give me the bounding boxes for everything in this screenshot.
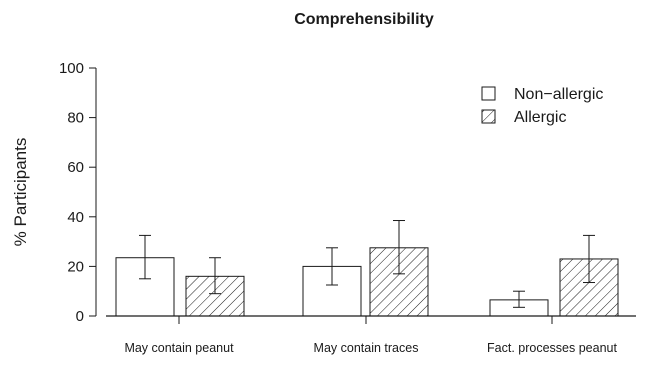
legend-swatch-allergic [481,109,496,124]
y-tick-label: 40 [67,209,84,226]
x-tick-label: May contain peanut [124,341,234,355]
y-axis-label: % Participants [11,138,30,247]
x-tick-label: May contain traces [314,341,419,355]
legend-label-allergic: Allergic [514,109,566,126]
y-tick-label: 100 [59,60,84,77]
y-tick-label: 60 [67,159,84,176]
x-tick-label: Fact. processes peanut [487,341,617,355]
legend: Non−allergic Allergic [481,86,603,126]
y-tick-label: 80 [67,110,84,127]
legend-label-non-allergic: Non−allergic [514,86,603,103]
x-axis: May contain peanut May contain traces Fact… [106,315,636,355]
bars-group [115,220,619,317]
y-tick-label: 20 [67,258,84,275]
y-axis: 0 20 40 60 80 100 [59,60,97,325]
chart-title: Comprehensibility [294,11,434,28]
legend-swatch-non-allergic [481,86,496,101]
y-tick-label: 0 [76,308,84,325]
